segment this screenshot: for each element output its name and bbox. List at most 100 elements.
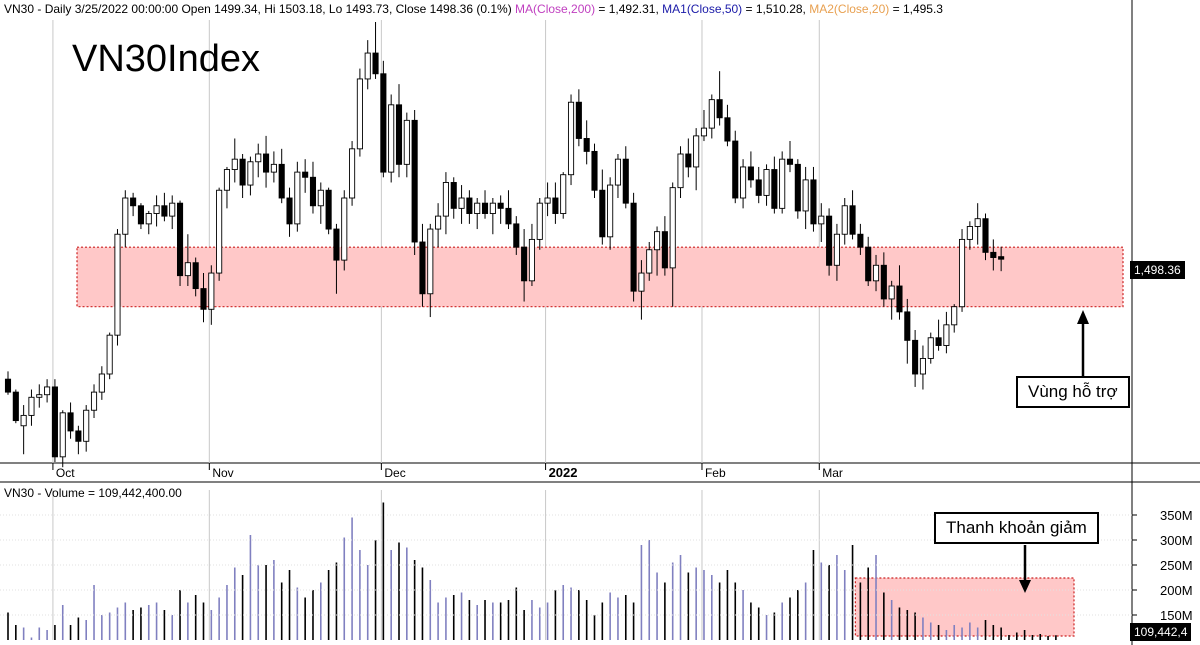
candle-body-up — [98, 373, 105, 393]
candle — [536, 198, 543, 250]
candle-body-down — [200, 288, 207, 310]
candle — [247, 156, 254, 196]
candle-body-up — [294, 171, 301, 225]
reduced-volume-zone — [854, 577, 1075, 637]
candle — [904, 298, 911, 364]
candle-body-down — [865, 246, 872, 282]
candle — [794, 159, 801, 219]
candle-body-down — [4, 378, 12, 393]
candle-body-up — [247, 161, 254, 186]
x-tick-label: Mar — [822, 466, 843, 480]
liquidity-callout: Thanh khoản giảm — [934, 512, 1099, 544]
volume-header: VN30 - Volume = 109,442,400.00 — [4, 486, 182, 500]
candle — [294, 161, 301, 232]
candle — [740, 159, 747, 209]
x-tick-label: Nov — [212, 466, 233, 480]
candle-body-down — [309, 176, 317, 207]
candle-body-up — [927, 337, 934, 359]
candle — [309, 161, 317, 214]
candle-body-up — [560, 174, 567, 214]
candle — [411, 110, 418, 255]
chart-title: VN30Index — [72, 38, 261, 80]
candle — [591, 143, 598, 198]
candle-body-down — [771, 169, 778, 209]
candle — [865, 236, 872, 286]
candle — [661, 216, 668, 276]
candle — [44, 379, 51, 403]
candle-body-up — [489, 202, 496, 214]
candle-body-up — [59, 412, 66, 458]
candle-body-down — [786, 158, 794, 165]
candle — [419, 223, 426, 307]
candle-body-down — [998, 256, 1005, 260]
quote-info: - Daily 3/25/2022 00:00:00 Open 1499.34,… — [34, 2, 516, 16]
candle — [317, 182, 324, 224]
candle — [231, 138, 238, 183]
candle — [28, 389, 35, 426]
candle — [700, 110, 708, 142]
candle-body-up — [638, 272, 645, 292]
candle — [966, 221, 973, 250]
candlestick-series — [4, 22, 1005, 468]
ticker-name: VN30 — [4, 2, 35, 16]
candle-body-up — [888, 285, 895, 300]
candle — [51, 379, 58, 462]
x-tick-label: Feb — [705, 466, 726, 480]
candle-body-down — [75, 430, 82, 442]
candle — [239, 154, 246, 198]
candle — [458, 185, 465, 224]
candle-body-up — [528, 238, 535, 282]
candle-body-up — [654, 231, 661, 251]
candle — [286, 187, 293, 237]
candle-body-up — [708, 99, 715, 129]
candle-body-down — [395, 104, 403, 165]
candle — [958, 229, 966, 312]
candle-body-up — [341, 197, 348, 261]
x-tick-label: 2022 — [549, 465, 578, 480]
candle — [442, 172, 449, 235]
candle — [708, 94, 715, 139]
candle — [122, 190, 129, 248]
candle-body-up — [974, 218, 981, 227]
candle — [395, 84, 403, 178]
candle — [200, 273, 207, 323]
candle-body-down — [161, 205, 168, 217]
candle-body-up — [427, 228, 434, 295]
candle-body-up — [677, 153, 684, 189]
candle — [497, 195, 504, 224]
x-tick-label: Dec — [384, 466, 405, 480]
candle — [919, 345, 926, 390]
candle-body-down — [599, 189, 606, 238]
candle — [747, 151, 754, 188]
candle — [693, 128, 700, 191]
candle — [982, 213, 989, 261]
candle-body-down — [724, 117, 731, 142]
candle-body-up — [106, 334, 113, 375]
candle-body-up — [169, 202, 176, 217]
candle-body-down — [51, 386, 58, 458]
candle-body-up — [90, 391, 98, 411]
candle — [333, 223, 340, 294]
candle-body-up — [403, 119, 410, 165]
candle — [990, 239, 997, 271]
candle — [927, 332, 934, 364]
candle — [622, 146, 629, 209]
candle — [951, 304, 958, 333]
ma20-label: MA2(Close,20) — [809, 2, 890, 16]
candle — [607, 177, 614, 250]
support-arrow-head — [1077, 310, 1089, 324]
last-price-tag: 1,498.36 — [1130, 261, 1185, 279]
candle — [826, 208, 833, 276]
candle-body-up — [231, 158, 238, 170]
candle-body-up — [958, 238, 966, 308]
candle-body-down — [630, 202, 637, 292]
candle-body-down — [990, 251, 997, 258]
candle — [466, 190, 473, 224]
candle-body-down — [239, 158, 246, 186]
volume-axis-label: 150M — [1160, 608, 1193, 623]
candle — [489, 198, 496, 235]
candle — [12, 389, 19, 424]
candle — [450, 177, 457, 219]
candle-body-up — [20, 414, 27, 427]
